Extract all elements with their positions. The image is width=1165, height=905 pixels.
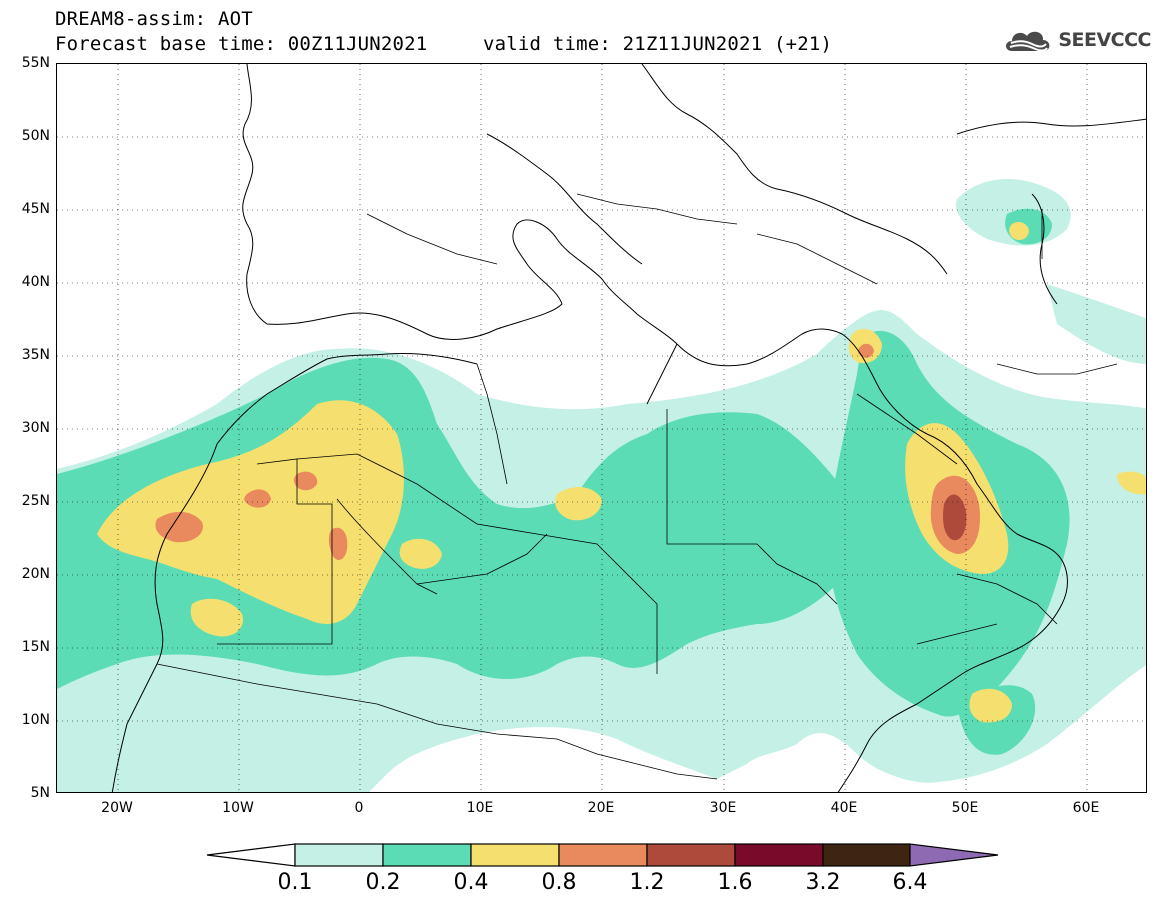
map-canvas: [57, 64, 1146, 792]
lon-label-20e: 20E: [587, 800, 615, 816]
logo-text: SEEVCCC: [1058, 29, 1151, 51]
lon-label-40e: 40E: [830, 800, 858, 816]
lat-label-15n: 15N: [21, 639, 50, 655]
cloud-icon: [1006, 31, 1050, 52]
lon-label-30e: 30E: [709, 800, 737, 816]
lat-label-35n: 35N: [21, 347, 50, 363]
lat-label-30n: 30N: [21, 420, 50, 436]
lat-label-5n: 5N: [30, 785, 50, 801]
colorbar-label-0.4: 0.4: [453, 870, 489, 895]
colorbar-bin-1.6: [734, 843, 824, 867]
lat-label-50n: 50N: [21, 128, 50, 144]
lon-label-60e: 60E: [1072, 800, 1100, 816]
colorbar-bin-3.2: [822, 843, 911, 867]
chart-title: DREAM8-assim: AOT: [55, 8, 253, 30]
lat-label-25n: 25N: [21, 493, 50, 509]
aot-level-1.2: [943, 494, 967, 541]
seevccc-logo: SEEVCCC: [1002, 24, 1151, 56]
colorbar-label-1.2: 1.2: [629, 870, 665, 895]
lat-label-20n: 20N: [21, 566, 50, 582]
base-time-text: Forecast base time: 00Z11JUN2021: [55, 33, 428, 55]
colorbar-bin-0.1: [294, 843, 384, 867]
lat-label-55n: 55N: [21, 55, 50, 71]
colorbar-label-0.1: 0.1: [277, 870, 313, 895]
colorbar-under-triangle: [206, 843, 296, 867]
colorbar-bin-1.2: [646, 843, 736, 867]
forecast-base-time: Forecast base time: 00Z11JUN2021 valid ti…: [55, 33, 832, 55]
colorbar-over-triangle: [909, 843, 999, 867]
graticule: [57, 64, 1146, 792]
aot-map: [56, 63, 1147, 793]
colorbar-label-3.2: 3.2: [805, 870, 841, 895]
country-borders: [156, 193, 1118, 780]
colorbar-label-0.8: 0.8: [541, 870, 577, 895]
colorbar-label-6.4: 6.4: [892, 870, 928, 895]
colorbar-bin-0.8: [558, 843, 648, 867]
lat-label-45n: 45N: [21, 201, 50, 217]
colorbar-bin-0.4: [470, 843, 560, 867]
lat-label-10n: 10N: [21, 712, 50, 728]
lat-label-40n: 40N: [21, 274, 50, 290]
coastlines: [111, 64, 1146, 792]
colorbar-label-0.2: 0.2: [365, 870, 401, 895]
lon-label-10w: 10W: [222, 800, 254, 816]
colorbar-bin-0.2: [382, 843, 472, 867]
lon-label-20w: 20W: [101, 800, 133, 816]
colorbar-label-1.6: 1.6: [717, 870, 753, 895]
colorbar: [206, 843, 999, 867]
lon-label-0: 0: [354, 800, 364, 816]
lon-label-50e: 50E: [951, 800, 979, 816]
lon-label-10e: 10E: [466, 800, 494, 816]
valid-time-text: valid time: 21Z11JUN2021 (+21): [483, 33, 833, 55]
